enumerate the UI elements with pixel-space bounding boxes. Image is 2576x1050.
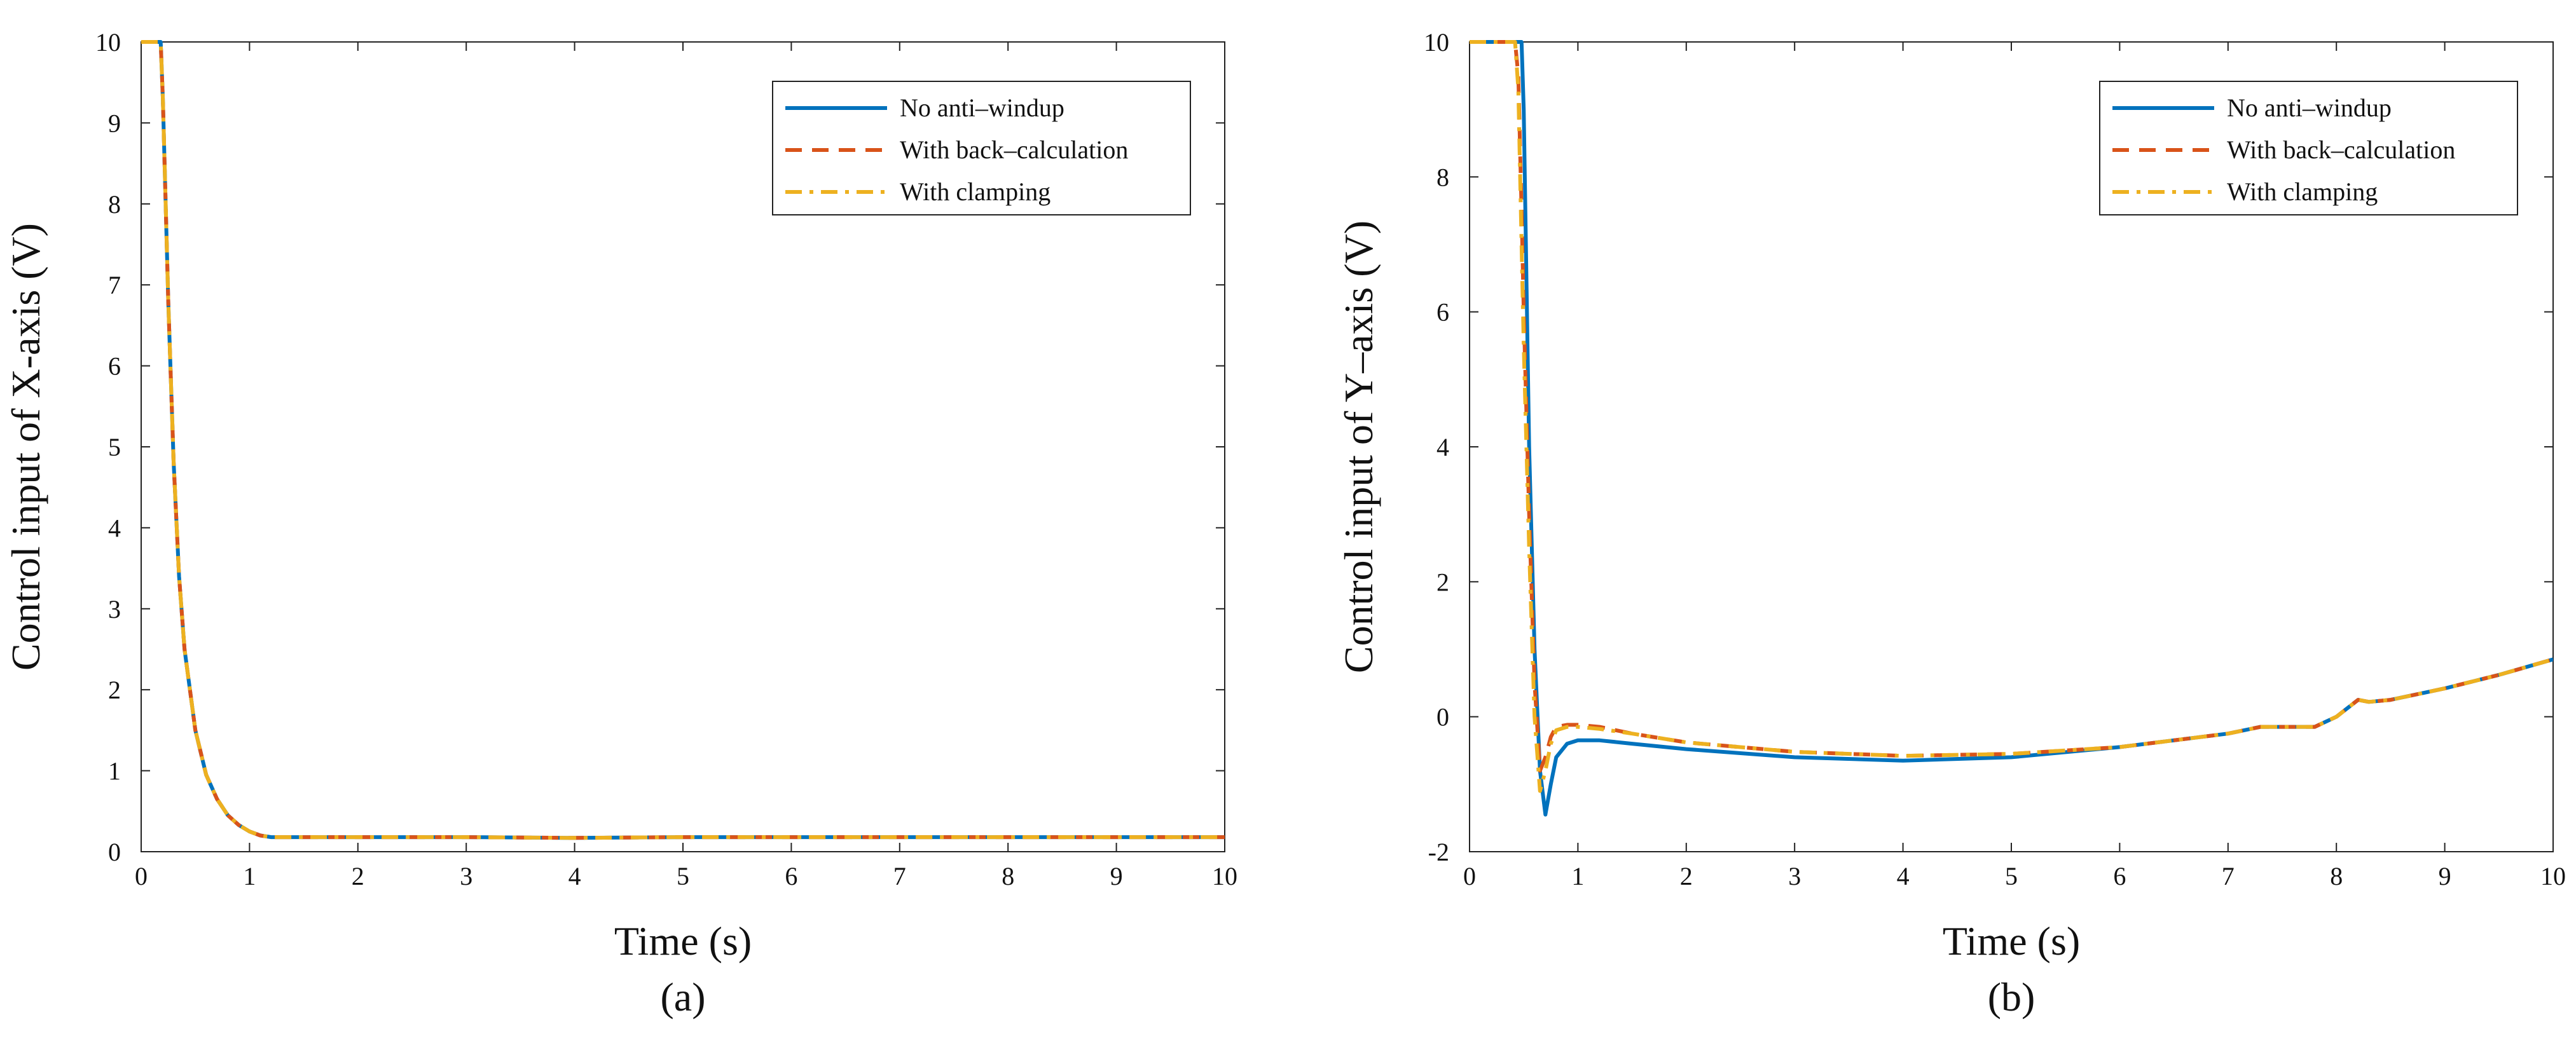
x-tick-label: 3 (1788, 862, 1801, 890)
chart-a: 0 1 2 3 4 5 6 7 8 9 10 0 1 2 3 4 5 6 7 8 9 10 No anti–windup Wi… (3, 28, 1237, 1019)
x-axis-label: Time (s) (1943, 918, 2080, 964)
x-tick-label: 8 (1002, 862, 1014, 890)
series-line-dashdot (141, 40, 1225, 840)
x-tick-label: 5 (677, 862, 689, 890)
x-tick-label: 5 (2005, 862, 2018, 890)
y-tick-label: 10 (95, 28, 121, 57)
y-axis-label: Control input of Y–axis (V) (1336, 221, 1381, 673)
chart-b: 0 1 2 3 4 5 6 7 8 9 10 -2 0 2 4 6 8 10 No anti–windup With … (1336, 28, 2566, 1019)
x-tick-label: 6 (785, 862, 797, 890)
y-tick-label: 1 (108, 757, 121, 786)
legend-entry: With clamping (900, 177, 1050, 206)
x-tick-label: 4 (1897, 862, 1910, 890)
y-tick-label: 3 (108, 595, 121, 624)
y-tick-label: 6 (1436, 298, 1449, 327)
x-tick-label: 3 (460, 862, 472, 890)
x-tick-label: 7 (893, 862, 906, 890)
x-tick-label: 9 (2439, 862, 2451, 890)
legend: No anti–windup With back–calculation With … (772, 81, 1191, 215)
x-tick-label: 0 (135, 862, 148, 890)
y-tick-label: 0 (108, 838, 121, 866)
x-tick-label: 2 (1680, 862, 1693, 890)
legend-entry: With back–calculation (2227, 135, 2455, 164)
x-tick-label: 6 (2113, 862, 2126, 890)
x-tick-label: 4 (568, 862, 581, 890)
x-tick-label: 1 (1571, 862, 1584, 890)
y-tick-label: 9 (108, 109, 121, 137)
y-tick-label: 10 (1424, 28, 1449, 57)
y-tick-label: 8 (108, 190, 121, 219)
y-tick-label: 6 (108, 352, 121, 381)
y-tick-label: 8 (1436, 163, 1449, 191)
x-axis-label: Time (s) (614, 918, 752, 964)
panel-label: (a) (660, 974, 705, 1019)
y-tick-label: -2 (1428, 838, 1449, 866)
legend-entry: With back–calculation (900, 135, 1128, 164)
y-tick-label: 7 (108, 271, 121, 299)
x-tick-label: 2 (352, 862, 364, 890)
series-line-dashed (1470, 40, 2553, 773)
x-tick-label: 8 (2330, 862, 2343, 890)
x-tick-label: 10 (1212, 862, 1237, 890)
x-tick-label: 10 (2540, 862, 2566, 890)
x-tick-label: 1 (243, 862, 256, 890)
legend-entry: No anti–windup (2227, 93, 2392, 122)
y-tick-label: 5 (108, 433, 121, 461)
y-tick-label: 4 (1436, 433, 1449, 461)
y-tick-label: 0 (1436, 703, 1449, 732)
x-tick-label: 0 (1463, 862, 1476, 890)
y-tick-label: 2 (108, 676, 121, 704)
y-tick-label: 2 (1436, 568, 1449, 596)
panel-label: (b) (1988, 974, 2035, 1019)
legend-entry: With clamping (2227, 177, 2378, 206)
x-tick-label: 7 (2222, 862, 2235, 890)
y-tick-label: 4 (108, 514, 121, 542)
legend-entry: No anti–windup (900, 93, 1064, 122)
x-tick-label: 9 (1110, 862, 1123, 890)
y-axis-label: Control input of X-axis (V) (3, 223, 48, 671)
legend: No anti–windup With back–calculation With … (2099, 81, 2518, 215)
